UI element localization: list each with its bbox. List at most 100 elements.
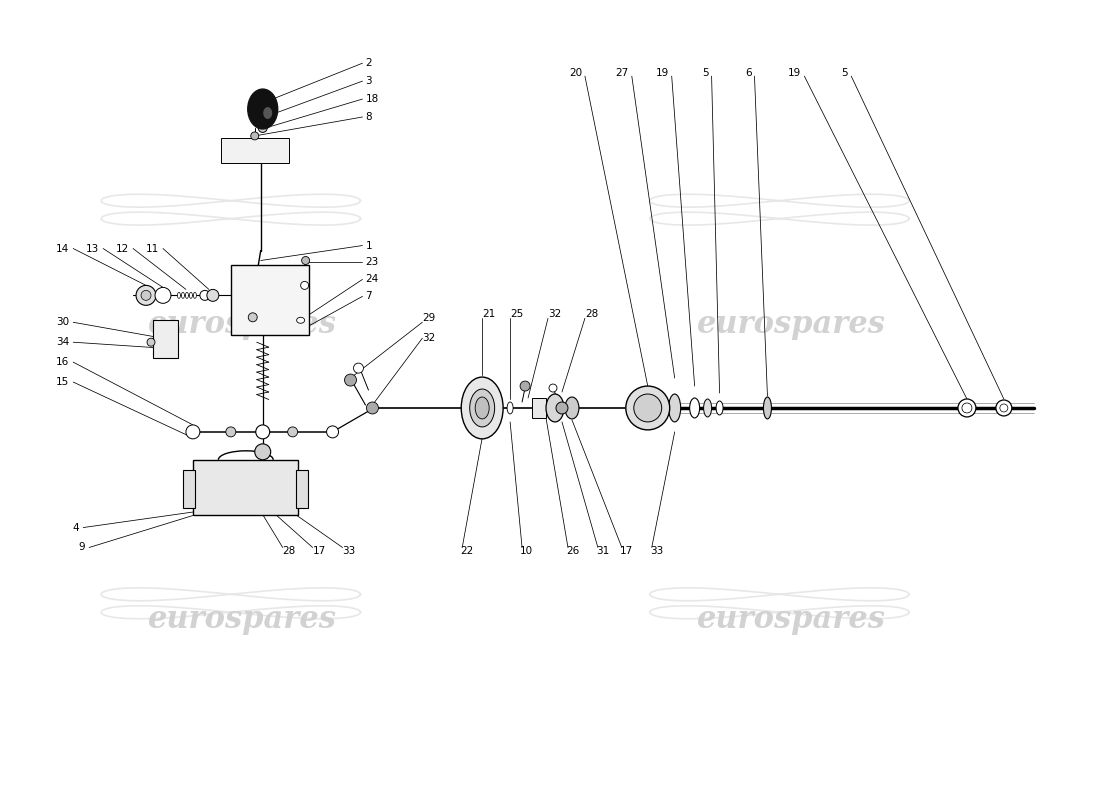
Text: 14: 14 — [56, 243, 69, 254]
Text: 8: 8 — [365, 112, 372, 122]
Ellipse shape — [200, 290, 210, 300]
Ellipse shape — [669, 394, 681, 422]
Text: 19: 19 — [656, 68, 669, 78]
Ellipse shape — [546, 394, 564, 422]
Text: 32: 32 — [422, 334, 436, 343]
Text: 28: 28 — [585, 310, 598, 319]
Text: 34: 34 — [56, 338, 69, 347]
Ellipse shape — [704, 399, 712, 417]
Text: eurospares: eurospares — [148, 309, 338, 340]
Text: 33: 33 — [650, 546, 663, 557]
Circle shape — [251, 132, 258, 140]
Ellipse shape — [1000, 404, 1008, 412]
Text: 32: 32 — [548, 310, 561, 319]
Text: 21: 21 — [482, 310, 495, 319]
Ellipse shape — [507, 402, 513, 414]
Text: eurospares: eurospares — [697, 604, 886, 634]
Circle shape — [353, 363, 363, 373]
Ellipse shape — [475, 397, 490, 419]
Text: 17: 17 — [619, 546, 634, 557]
Bar — [192, 460, 298, 514]
Text: 10: 10 — [520, 546, 534, 557]
Circle shape — [136, 286, 156, 306]
Ellipse shape — [716, 401, 723, 415]
Text: 25: 25 — [510, 310, 524, 319]
Text: 4: 4 — [73, 522, 79, 533]
Circle shape — [207, 290, 219, 302]
Text: 7: 7 — [365, 291, 372, 302]
Circle shape — [344, 374, 356, 386]
Text: 30: 30 — [56, 318, 69, 327]
Circle shape — [155, 287, 170, 303]
Circle shape — [549, 384, 557, 392]
Circle shape — [301, 257, 309, 265]
Text: 31: 31 — [596, 546, 609, 557]
Circle shape — [327, 426, 339, 438]
Circle shape — [186, 425, 200, 439]
Ellipse shape — [189, 292, 192, 298]
Circle shape — [288, 427, 298, 437]
Text: 5: 5 — [842, 68, 848, 78]
Text: 28: 28 — [283, 546, 296, 557]
Ellipse shape — [996, 400, 1012, 416]
Bar — [532, 398, 546, 418]
Text: 1: 1 — [365, 241, 372, 250]
Text: 29: 29 — [422, 314, 436, 323]
Text: eurospares: eurospares — [148, 604, 338, 634]
Circle shape — [255, 425, 270, 439]
Text: 16: 16 — [56, 357, 69, 367]
Ellipse shape — [958, 399, 976, 417]
Text: eurospares: eurospares — [697, 309, 886, 340]
Bar — [231, 266, 309, 335]
Text: 20: 20 — [569, 68, 582, 78]
Text: 33: 33 — [342, 546, 355, 557]
Bar — [296, 470, 308, 508]
Circle shape — [141, 290, 151, 300]
Circle shape — [520, 381, 530, 391]
Circle shape — [556, 402, 568, 414]
Circle shape — [255, 444, 271, 460]
Circle shape — [366, 402, 378, 414]
Ellipse shape — [297, 318, 305, 323]
Ellipse shape — [248, 89, 277, 129]
Text: 24: 24 — [365, 274, 378, 285]
Circle shape — [300, 282, 309, 290]
Text: 12: 12 — [116, 243, 129, 254]
Text: 5: 5 — [702, 68, 708, 78]
Bar — [221, 138, 288, 163]
Text: 17: 17 — [312, 546, 326, 557]
Ellipse shape — [962, 403, 971, 413]
Text: 18: 18 — [365, 94, 378, 104]
Ellipse shape — [194, 292, 197, 298]
Text: 19: 19 — [788, 68, 802, 78]
Text: 11: 11 — [145, 243, 160, 254]
Circle shape — [962, 403, 972, 413]
Circle shape — [634, 394, 662, 422]
Ellipse shape — [182, 292, 185, 298]
Text: 2: 2 — [365, 58, 372, 68]
Text: 23: 23 — [365, 258, 378, 267]
Ellipse shape — [186, 292, 188, 298]
Bar — [153, 320, 178, 358]
Ellipse shape — [763, 397, 771, 419]
Ellipse shape — [263, 107, 272, 119]
Text: 6: 6 — [745, 68, 751, 78]
Text: 26: 26 — [566, 546, 580, 557]
Circle shape — [226, 427, 235, 437]
Ellipse shape — [470, 389, 495, 427]
Circle shape — [258, 123, 267, 133]
Circle shape — [249, 313, 257, 322]
Circle shape — [626, 386, 670, 430]
Ellipse shape — [565, 397, 579, 419]
Text: 22: 22 — [460, 546, 473, 557]
Text: 3: 3 — [365, 76, 372, 86]
Bar — [183, 470, 195, 508]
Text: 13: 13 — [86, 243, 99, 254]
Text: 15: 15 — [56, 377, 69, 387]
Ellipse shape — [461, 377, 503, 439]
Text: 9: 9 — [78, 542, 85, 553]
Text: 27: 27 — [616, 68, 629, 78]
Ellipse shape — [177, 292, 180, 298]
Circle shape — [147, 338, 155, 346]
Ellipse shape — [690, 398, 700, 418]
